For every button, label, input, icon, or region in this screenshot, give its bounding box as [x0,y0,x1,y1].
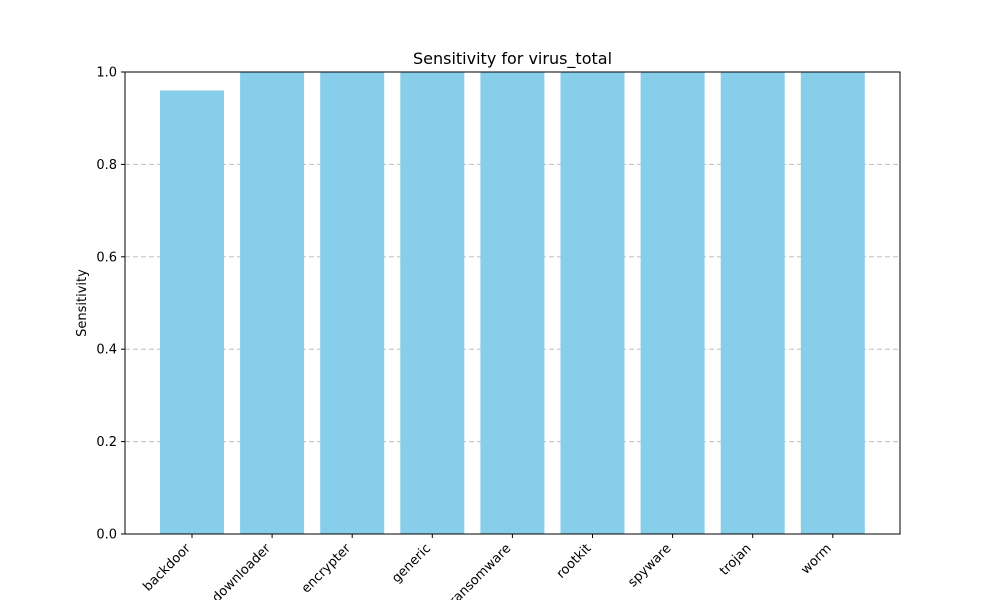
x-tick-label: spyware [625,541,674,590]
bar-rootkit [560,72,625,534]
x-tick-label: encrypter [299,541,355,597]
y-axis-label: Sensitivity [75,269,90,337]
x-tick-label: downloader [209,541,274,600]
bar-ransomware [480,72,545,534]
x-tick-label: trojan [717,541,754,578]
bar-generic [400,72,465,534]
x-tick-label: rootkit [554,541,595,582]
bar-worm [800,72,865,534]
y-tick-label: 0.2 [96,435,117,450]
y-tick-label: 0.4 [96,343,117,358]
x-tick-label: generic [389,541,434,586]
x-axis-ticks: backdoor downloader encrypter generic ransom… [141,534,835,600]
y-axis-ticks: 0.0 0.2 0.4 0.6 0.8 1.0 [96,66,125,543]
chart-title: Sensitivity for virus_total [413,49,612,69]
bar-spyware [640,72,705,534]
y-tick-label: 0.6 [96,250,117,265]
bars [160,72,865,534]
y-tick-label: 1.0 [96,66,117,81]
bar-encrypter [320,72,385,534]
bar-downloader [240,72,305,534]
y-tick-label: 0.0 [96,528,117,543]
x-tick-label: backdoor [141,541,195,595]
bar-trojan [720,72,785,534]
y-tick-label: 0.8 [96,158,117,173]
bar-backdoor [160,90,224,534]
x-tick-label: ransomware [447,541,515,600]
x-tick-label: worm [798,541,834,577]
